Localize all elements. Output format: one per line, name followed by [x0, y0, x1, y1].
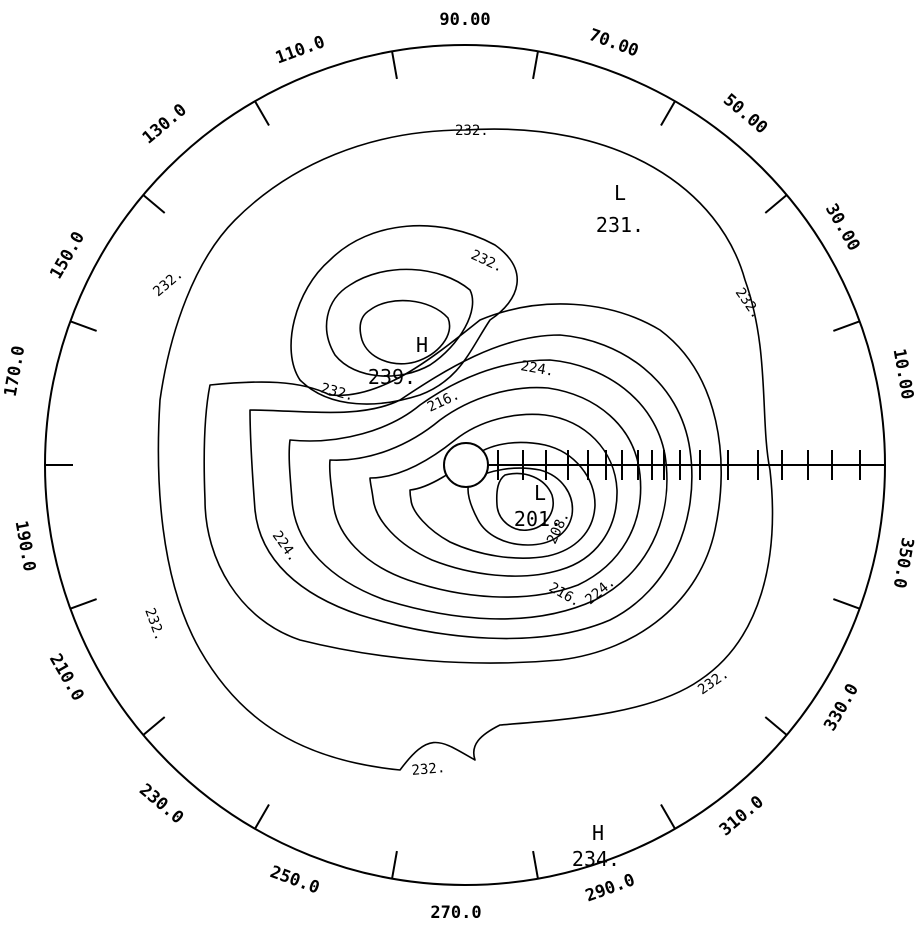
lon-label-250: 250.0	[267, 862, 322, 898]
contour-label: 232.	[468, 247, 505, 276]
lon-label-230: 230.0	[135, 780, 187, 828]
high-value: 239.	[368, 365, 416, 389]
contour-236-upper-left	[327, 269, 473, 376]
contour-label: 216.	[546, 580, 583, 611]
longitude-tick	[765, 195, 786, 213]
longitude-tick	[833, 321, 859, 331]
contour-label: 232.	[455, 123, 489, 139]
lon-label-50: 50.00	[719, 90, 771, 138]
longitude-tick	[765, 717, 786, 735]
longitude-tick	[661, 804, 675, 828]
lon-label-190: 190.0	[11, 519, 40, 573]
longitude-tick	[143, 717, 164, 735]
lon-label-310: 310.0	[716, 792, 768, 840]
longitude-tick	[143, 195, 164, 213]
high-symbol: H	[592, 821, 604, 845]
longitude-tick	[533, 851, 538, 879]
low-value: 201.	[514, 507, 562, 531]
high-symbol: H	[416, 333, 428, 357]
low-value: 231.	[596, 213, 644, 237]
lon-label-350: 350.0	[889, 536, 918, 590]
longitude-tick	[255, 804, 269, 828]
longitude-tick	[833, 599, 859, 609]
lon-label-110: 110.0	[273, 32, 328, 68]
longitude-tick	[533, 51, 538, 79]
longitude-tick	[392, 851, 397, 879]
low-symbol: L	[534, 481, 546, 505]
contour-label: 232.	[150, 266, 186, 300]
lon-label-210: 210.0	[45, 650, 88, 704]
lon-label-330: 330.0	[820, 680, 863, 734]
longitude-tick	[255, 101, 269, 125]
contour-label: 232.	[411, 760, 446, 779]
low-symbol: L	[614, 181, 626, 205]
contour-label: 232.	[732, 285, 764, 322]
pole-circle	[444, 443, 488, 487]
contour-label: 232.	[141, 606, 168, 643]
lon-label-130: 130.0	[139, 100, 191, 148]
contour-212	[370, 414, 617, 576]
lon-label-70: 70.00	[586, 25, 641, 61]
lon-label-150: 150.0	[46, 228, 89, 282]
longitude-tick	[70, 321, 96, 331]
lon-label-290: 290.0	[583, 870, 638, 906]
longitude-tick	[392, 51, 397, 79]
lon-label-270: 270.0	[430, 903, 481, 923]
lon-label-170: 170.0	[1, 344, 30, 398]
contour-label: 224.	[519, 358, 555, 380]
longitude-tick	[70, 599, 96, 609]
lon-label-10: 10.00	[889, 347, 918, 401]
lon-label-30: 30.00	[821, 200, 864, 254]
longitude-tick	[661, 101, 675, 125]
extreme-markers: L 231. H 239. L 201. H 234.	[368, 181, 644, 871]
lon-label-90: 90.00	[439, 10, 490, 30]
high-value: 234.	[572, 847, 620, 871]
